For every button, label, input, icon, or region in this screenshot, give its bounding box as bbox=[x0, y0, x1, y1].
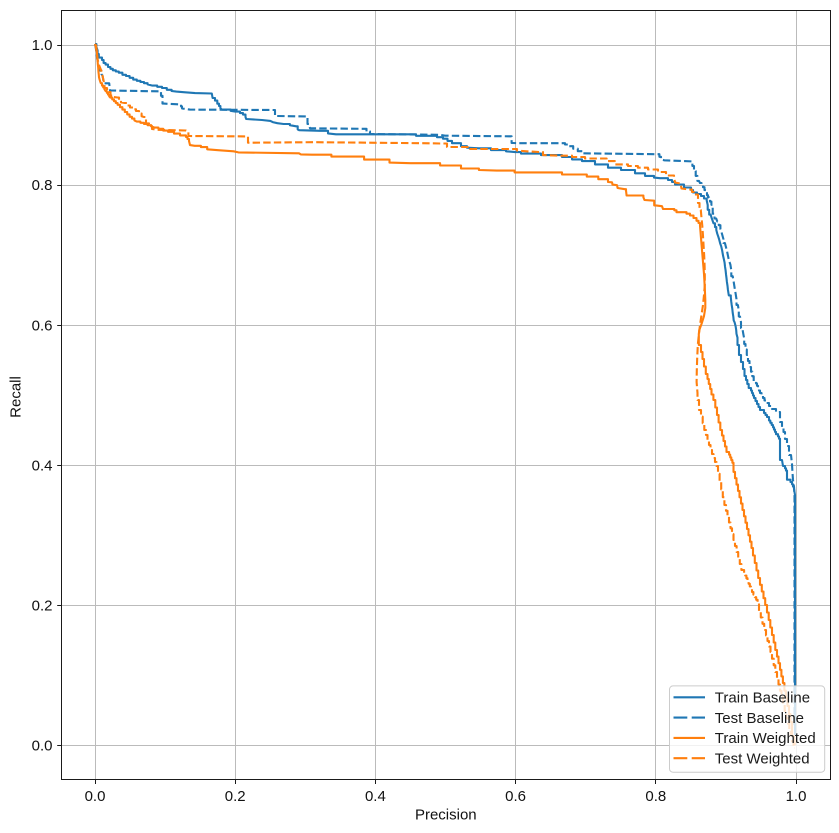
svg-text:1.0: 1.0 bbox=[786, 788, 807, 805]
svg-text:Test Weighted: Test Weighted bbox=[715, 750, 810, 767]
svg-text:Precision: Precision bbox=[415, 807, 477, 824]
svg-text:0.8: 0.8 bbox=[645, 788, 666, 805]
svg-text:Recall: Recall bbox=[8, 376, 25, 418]
svg-text:0.2: 0.2 bbox=[225, 788, 246, 805]
svg-text:Train Weighted: Train Weighted bbox=[715, 730, 816, 747]
svg-text:1.0: 1.0 bbox=[32, 37, 53, 54]
svg-text:0.2: 0.2 bbox=[32, 597, 53, 614]
svg-text:0.0: 0.0 bbox=[85, 788, 106, 805]
svg-text:0.6: 0.6 bbox=[505, 788, 526, 805]
svg-text:0.0: 0.0 bbox=[32, 738, 53, 755]
svg-text:Train Baseline: Train Baseline bbox=[715, 690, 810, 707]
svg-text:0.8: 0.8 bbox=[32, 177, 53, 194]
svg-text:0.6: 0.6 bbox=[32, 317, 53, 334]
svg-text:Test Baseline: Test Baseline bbox=[715, 710, 804, 727]
svg-text:0.4: 0.4 bbox=[365, 788, 386, 805]
svg-text:0.4: 0.4 bbox=[32, 457, 53, 474]
